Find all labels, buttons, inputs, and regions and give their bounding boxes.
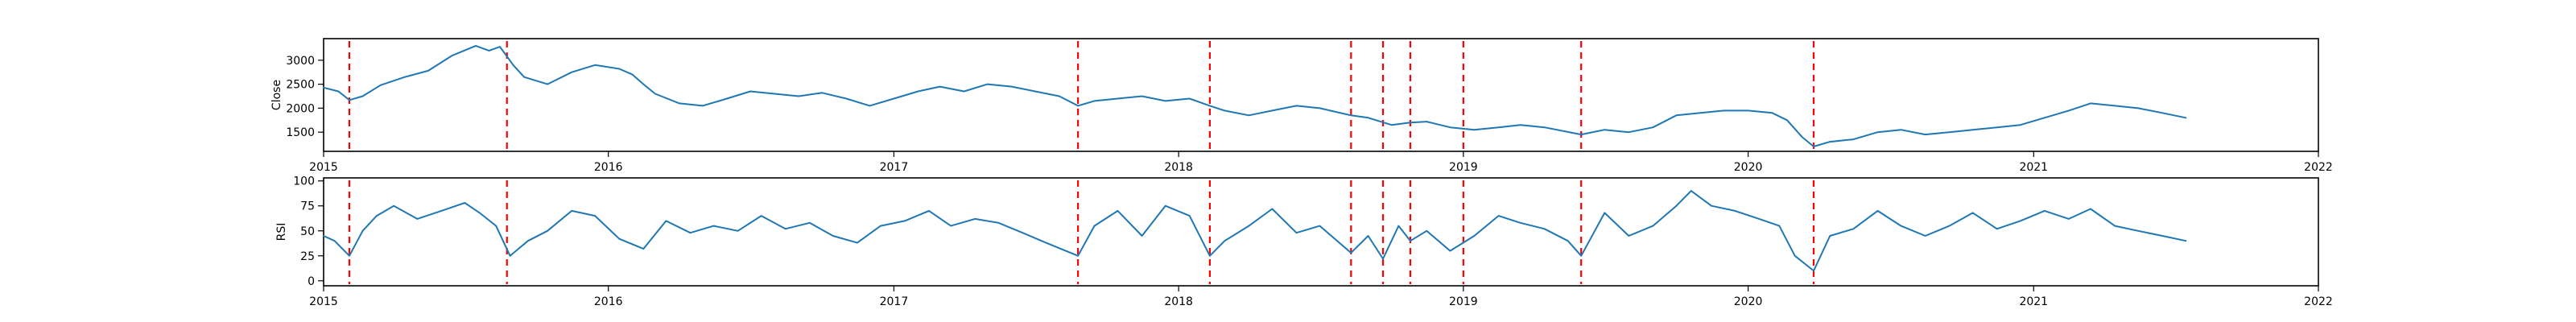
rsi-axes-frame bbox=[323, 177, 2319, 287]
close-x-tick-label: 2021 bbox=[2019, 161, 2048, 174]
close-x-tick-label: 2017 bbox=[880, 161, 909, 174]
close-x-tick-label: 2022 bbox=[2304, 161, 2333, 174]
rsi-y-tick-label: 100 bbox=[293, 175, 315, 188]
rsi-series-line bbox=[323, 190, 2187, 272]
rsi-x-tick-label: 2019 bbox=[1449, 295, 1478, 308]
close-x-tick-label: 2020 bbox=[1734, 161, 1763, 174]
rsi-x-tick-label: 2021 bbox=[2019, 295, 2048, 308]
rsi-y-tick-label: 50 bbox=[300, 225, 315, 238]
rsi-x-tick-label: 2015 bbox=[309, 295, 338, 308]
rsi-y-tick-label: 0 bbox=[308, 275, 315, 288]
rsi-y-tick-label: 25 bbox=[300, 250, 315, 263]
close-x-ticks: 2015 2016 2017 2018 2019 2020 2021 2022 bbox=[309, 151, 2333, 174]
rsi-x-tick-label: 2018 bbox=[1164, 295, 1193, 308]
close-y-ticks: 1500 2000 2500 3000 bbox=[286, 55, 324, 139]
close-axes-frame bbox=[323, 38, 2319, 152]
rsi-x-tick-label: 2017 bbox=[880, 295, 909, 308]
close-y-axis-label: Close bbox=[270, 80, 283, 110]
rsi-event-markers bbox=[348, 180, 1815, 284]
close-y-tick-label: 3000 bbox=[286, 55, 315, 68]
rsi-y-ticks: 0 25 50 75 100 bbox=[293, 175, 324, 288]
rsi-y-axis-label: RSI bbox=[275, 223, 288, 242]
close-event-markers bbox=[348, 41, 1815, 150]
rsi-y-tick-label: 75 bbox=[300, 200, 315, 213]
rsi-x-tick-label: 2020 bbox=[1734, 295, 1763, 308]
close-y-tick-label: 1500 bbox=[286, 126, 315, 139]
rsi-x-tick-label: 2022 bbox=[2304, 295, 2333, 308]
close-x-tick-label: 2015 bbox=[309, 161, 338, 174]
close-x-tick-label: 2018 bbox=[1164, 161, 1193, 174]
close-x-tick-label: 2019 bbox=[1449, 161, 1478, 174]
close-x-tick-label: 2016 bbox=[594, 161, 623, 174]
close-y-tick-label: 2000 bbox=[286, 102, 315, 115]
close-y-tick-label: 2500 bbox=[286, 79, 315, 92]
close-series-line bbox=[323, 44, 2187, 147]
rsi-x-tick-label: 2016 bbox=[594, 295, 623, 308]
rsi-x-ticks: 2015 2016 2017 2018 2019 2020 2021 2022 bbox=[309, 286, 2333, 308]
